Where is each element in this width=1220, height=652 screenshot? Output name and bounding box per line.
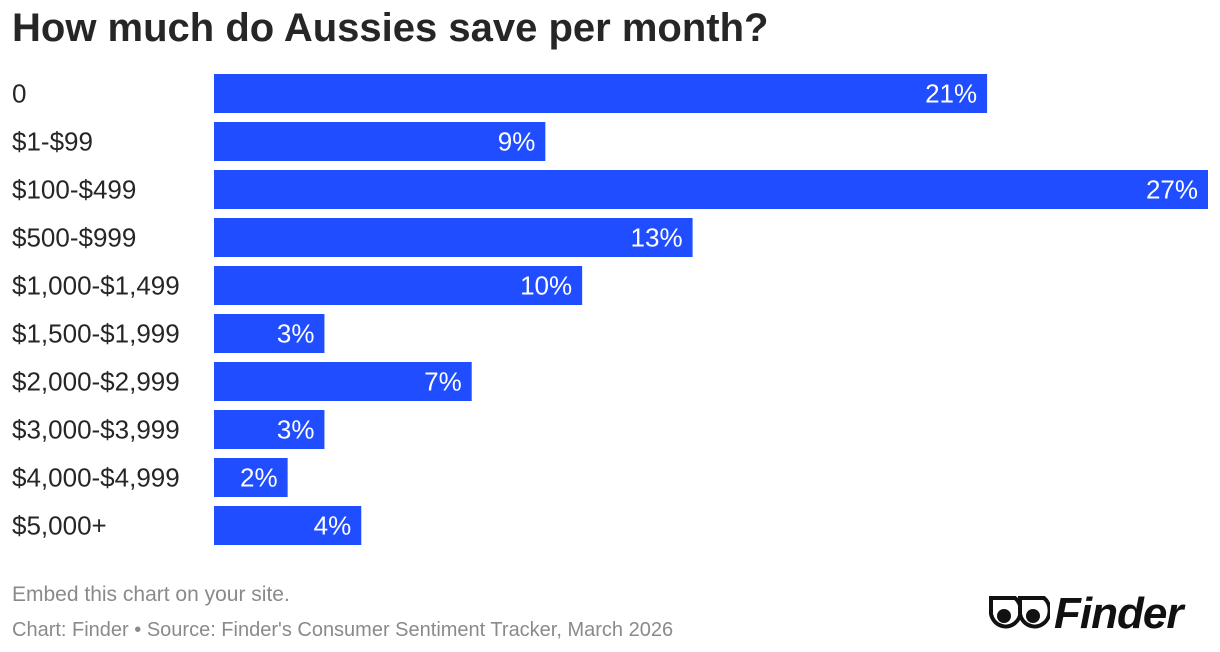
category-label: $3,000-$3,999 [12, 415, 180, 445]
bar-value-label: 7% [424, 367, 462, 397]
bar [214, 362, 472, 401]
bar [214, 506, 362, 545]
bar [214, 314, 325, 353]
category-label: $100-$499 [12, 175, 136, 205]
bar-value-label: 3% [277, 415, 315, 445]
bar-value-label: 27% [1146, 175, 1198, 205]
category-label: $5,000+ [12, 511, 107, 541]
bar [214, 458, 288, 497]
chart-credits: Chart: Finder • Source: Finder's Consume… [12, 619, 674, 641]
category-label: $500-$999 [12, 223, 136, 253]
chart-title: How much do Aussies save per month? [12, 6, 769, 50]
bar-value-label: 10% [520, 271, 572, 301]
category-label: $1,500-$1,999 [12, 319, 180, 349]
bar-value-label: 4% [314, 511, 352, 541]
bar [214, 410, 325, 449]
bar-value-label: 2% [240, 463, 278, 493]
bar-value-label: 13% [631, 223, 683, 253]
category-label: $2,000-$2,999 [12, 367, 180, 397]
bar-value-label: 3% [277, 319, 315, 349]
eyes-icon [989, 596, 1050, 629]
bar-chart: 0 21% $1-$99 9% $100-$499 27% $500-$999 13% $1,0… [12, 74, 1208, 545]
bar [214, 122, 546, 161]
category-label: $1,000-$1,499 [12, 271, 180, 301]
embed-chart-link[interactable]: Embed this chart on your site. [12, 583, 290, 606]
bar-value-label: 21% [925, 79, 977, 109]
finder-logo: Finder [988, 589, 1183, 638]
category-label: $4,000-$4,999 [12, 463, 180, 493]
bar [214, 74, 988, 113]
logo-wordmark: Finder [1054, 589, 1183, 638]
category-label: 0 [12, 79, 26, 109]
bar [214, 170, 1208, 209]
bar-value-label: 9% [498, 127, 536, 157]
category-label: $1-$99 [12, 127, 93, 157]
bar [214, 266, 583, 305]
bar [214, 218, 693, 257]
